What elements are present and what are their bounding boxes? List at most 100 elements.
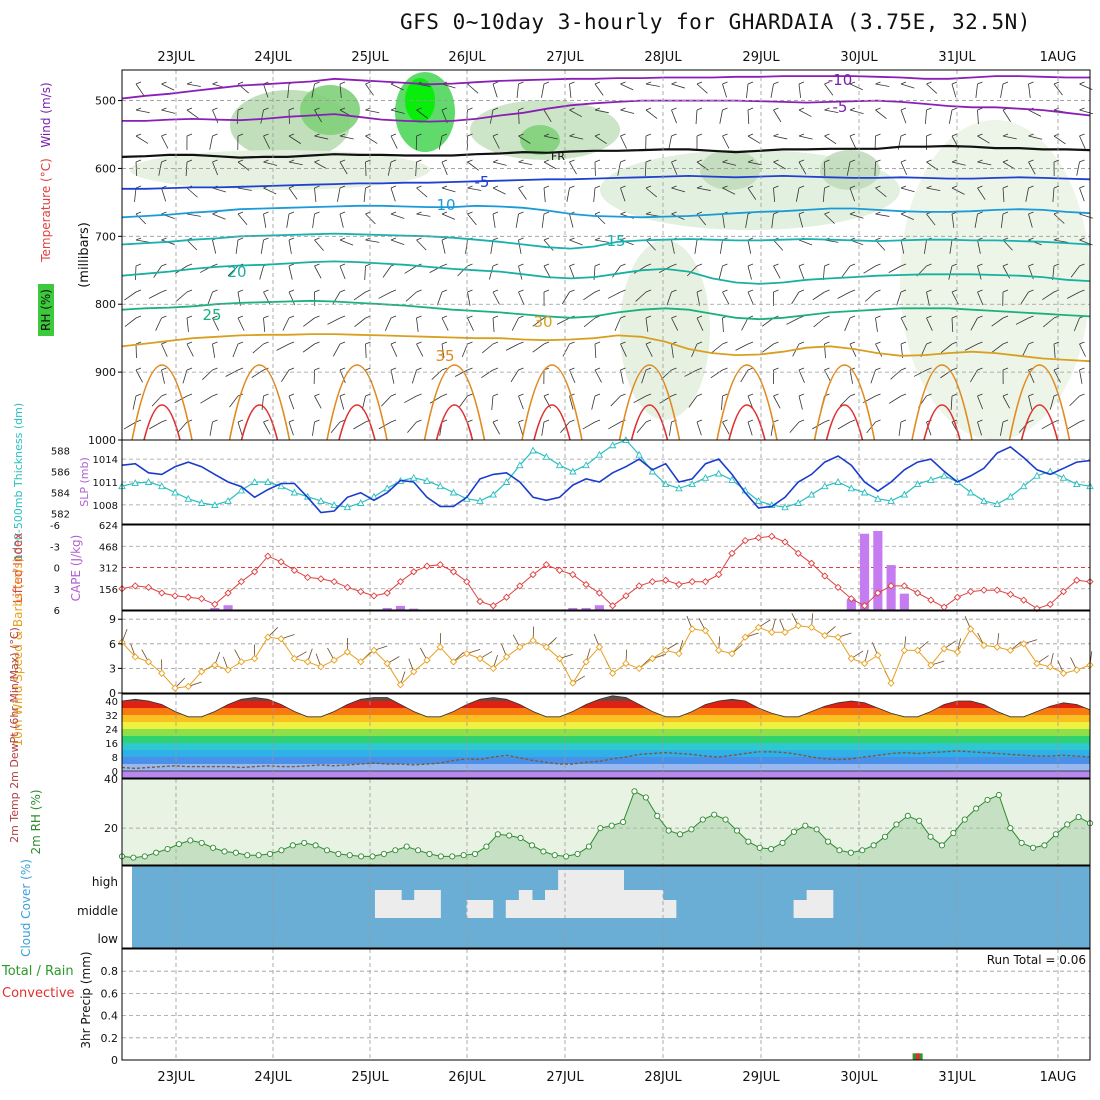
day-label-top-5: 28JUL — [644, 50, 682, 65]
wind-barb-16-2 — [543, 135, 558, 140]
wind-barb-7-4 — [314, 187, 317, 202]
wind-barb-flag-17-6 — [569, 237, 575, 241]
wind-barb-flag-15-7 — [518, 263, 524, 267]
cloud-cell-middle_low-29 — [597, 900, 611, 918]
isotherm-40-arc-3 — [423, 364, 486, 441]
wind-barb-flag-25-7 — [773, 263, 779, 267]
cloud-cell-middle-46 — [819, 890, 834, 900]
wind-barb-9-3 — [365, 161, 367, 177]
thickness-marker-66 — [993, 500, 1001, 507]
wind-barb-flag-6-9 — [288, 315, 295, 319]
thickness-marker-2 — [144, 478, 153, 485]
wind-barb-1-1 — [161, 109, 176, 114]
rh2m-marker-77 — [995, 791, 1002, 799]
day-label-bottom-8: 31JUL — [938, 1070, 976, 1085]
wind-barb-flag-18-13 — [594, 419, 601, 423]
wind-barb-flag-22-1 — [696, 107, 703, 111]
rh2m-marker-67 — [881, 833, 889, 840]
wind-barb-18-8 — [583, 291, 596, 301]
wind-barb-4-4 — [237, 187, 252, 191]
rh2m-marker-20 — [346, 852, 353, 859]
wind-barb-26-13 — [789, 421, 800, 433]
wind-barb-10-3 — [387, 161, 392, 176]
wind-barb-flag-31-3 — [926, 159, 932, 163]
lifted-marker-54 — [834, 583, 842, 591]
rh-shade-11 — [820, 150, 880, 190]
wind-barb-37-4 — [1079, 187, 1085, 202]
thickness-marker-40 — [648, 467, 657, 475]
rh2m-marker-55 — [745, 838, 752, 845]
lifted-marker-56 — [860, 602, 869, 610]
wind-barb-flag-0-5 — [135, 211, 142, 215]
cloud-cell-high-30 — [610, 870, 625, 890]
thickness-marker-45 — [714, 469, 723, 477]
wind-barb-2-3 — [185, 161, 188, 176]
wind-barb-23-7 — [718, 265, 723, 280]
wind10-frame — [121, 610, 1091, 694]
lifted-marker-57 — [874, 589, 882, 597]
wind-barb-flag-29-6 — [875, 237, 881, 241]
wind-barb-13-7 — [457, 265, 468, 277]
wind-barb-9-1 — [365, 109, 380, 114]
wind-barb-5-5 — [263, 213, 267, 228]
wind-barb-flag-7-11 — [314, 367, 320, 371]
wind-barb-14-8 — [492, 291, 500, 305]
precip-tick-3: 0.6 — [101, 987, 119, 1000]
wind-barb-flag-15-5 — [518, 211, 524, 215]
wind-barb-34-6 — [1002, 239, 1013, 251]
wind-barb-13-0 — [467, 83, 479, 94]
wind-barb-flag-27-5 — [824, 211, 830, 215]
wind-barb-flag-10-1 — [390, 107, 397, 111]
thickness-marker-51 — [794, 499, 803, 506]
wind-barb-flag-20-8 — [645, 289, 652, 293]
lifted-marker-48 — [754, 534, 763, 542]
wind-barb-flag-30-1 — [900, 107, 907, 111]
wind-barb-flag-17-12 — [569, 393, 575, 397]
wind-barb-flag-0-0 — [135, 81, 142, 85]
wind-barb-5-11 — [251, 369, 264, 378]
wind-barb-7-13 — [312, 421, 315, 436]
wind-barb-flag-24-7 — [747, 263, 754, 267]
wind-barb-24-2 — [747, 135, 761, 144]
wind-barb-flag-18-12 — [594, 393, 601, 397]
wind-barb-25-3 — [773, 161, 786, 170]
wind-barb-24-10 — [735, 343, 749, 351]
wind-barb-10-12 — [381, 395, 392, 407]
wind-barb-flag-11-11 — [416, 367, 422, 371]
wind-barb-22-13 — [696, 421, 702, 436]
wind-barb-flag-37-0 — [1079, 81, 1085, 85]
wind10-marker-48 — [754, 623, 763, 632]
wind-barb-flag-37-7 — [1079, 263, 1085, 267]
isotherm-6 — [121, 260, 1091, 285]
lifted-marker-60 — [913, 589, 922, 597]
lifted-marker-71 — [1059, 587, 1068, 596]
thickness-marker-9 — [237, 486, 246, 494]
wind-barb-11-5 — [416, 213, 431, 217]
cape-bar-21 — [395, 605, 406, 610]
wind-barb-3-4 — [212, 187, 227, 193]
wind-barb-flag-35-2 — [1028, 133, 1034, 137]
wind-barb-34-12 — [1002, 395, 1010, 409]
lifted-marker-47 — [741, 536, 749, 545]
wind-barb-flag-32-3 — [951, 159, 958, 163]
wind10-marker-55 — [847, 654, 855, 663]
temp-band-4 — [122, 743, 1090, 750]
cloud-cell-middle_low-24 — [531, 900, 546, 918]
wind-barb-20-4 — [645, 187, 657, 198]
thickness-marker-30 — [516, 461, 524, 469]
wind-barb-24-1 — [747, 109, 750, 125]
wind-barb-flag-22-10 — [696, 341, 703, 345]
wind-barb-1-9 — [155, 317, 162, 331]
wind-barb-21-6 — [671, 239, 675, 254]
rh2m-marker-69 — [904, 812, 911, 819]
wind-barb-22-4 — [696, 187, 711, 191]
wind-barb-12-11 — [431, 369, 443, 380]
temp-tick-1: 8 — [112, 753, 118, 764]
rh2m-marker-54 — [733, 827, 741, 834]
isotherm-40-arc-2 — [326, 364, 388, 441]
rh2m-marker-25 — [403, 843, 410, 850]
wind-barb-flag-18-7 — [594, 263, 601, 267]
wind-barb-flag-26-2 — [798, 133, 805, 137]
wind10-marker-40 — [648, 654, 657, 663]
rh2m-marker-51 — [699, 816, 706, 823]
